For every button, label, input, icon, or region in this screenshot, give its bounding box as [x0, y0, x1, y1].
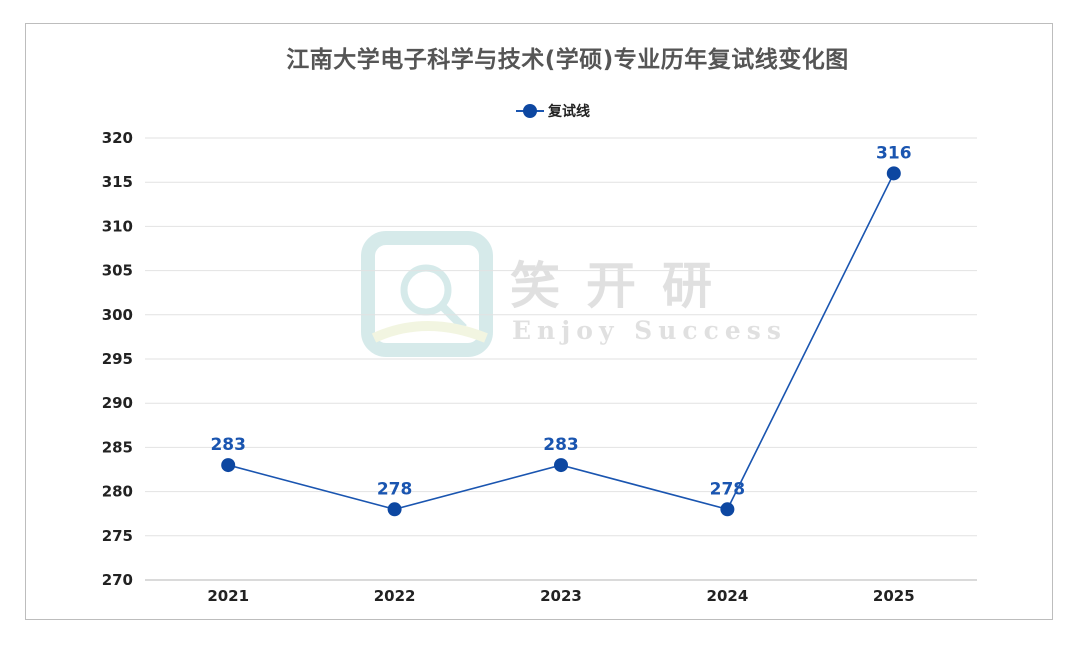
data-point: [886, 166, 901, 181]
legend-label: 复试线: [548, 104, 590, 120]
y-tick-label: 320: [102, 129, 133, 147]
x-tick-label: 2024: [707, 587, 749, 605]
y-tick-label: 285: [102, 438, 133, 456]
y-tick-label: 275: [102, 527, 133, 545]
y-tick-label: 305: [102, 262, 133, 280]
legend-marker-icon: [516, 104, 544, 118]
data-point: [387, 502, 402, 517]
y-tick-label: 315: [102, 173, 133, 191]
chart-frame: [25, 23, 1053, 620]
y-tick-label: 300: [102, 306, 133, 324]
data-label: 278: [710, 479, 746, 499]
y-tick-label: 280: [102, 483, 133, 501]
chart-title: 江南大学电子科学与技术(学硕)专业历年复试线变化图: [286, 47, 849, 73]
y-tick-label: 310: [102, 217, 133, 235]
y-tick-label: 270: [102, 571, 133, 589]
x-tick-label: 2025: [873, 587, 915, 605]
data-label: 278: [377, 479, 413, 499]
data-point: [221, 458, 236, 473]
data-point: [720, 502, 735, 517]
data-label: 283: [210, 435, 246, 455]
y-tick-label: 290: [102, 394, 133, 412]
y-tick-label: 295: [102, 350, 133, 368]
data-point: [554, 458, 568, 473]
legend: 复试线: [516, 99, 590, 123]
data-label: 316: [876, 143, 912, 163]
x-tick-label: 2023: [540, 587, 582, 605]
x-tick-label: 2021: [207, 587, 249, 605]
data-label: 283: [543, 435, 579, 455]
x-tick-label: 2022: [374, 587, 416, 605]
